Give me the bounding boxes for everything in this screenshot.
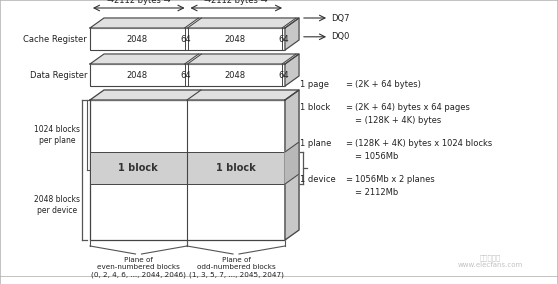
Text: 1 block: 1 block xyxy=(216,163,256,173)
Text: (2K + 64) bytes x 64 pages: (2K + 64) bytes x 64 pages xyxy=(355,103,470,112)
Text: 1056Mb x 2 planes: 1056Mb x 2 planes xyxy=(355,175,435,184)
Bar xyxy=(90,100,285,240)
Text: = 1056Mb: = 1056Mb xyxy=(355,152,398,161)
Text: Cache Register: Cache Register xyxy=(23,34,87,43)
Text: 1 page: 1 page xyxy=(300,80,329,89)
Text: (2K + 64 bytes): (2K + 64 bytes) xyxy=(355,80,421,89)
Text: = (128K + 4K) bytes: = (128K + 4K) bytes xyxy=(355,116,441,125)
Text: →2112 bytes →: →2112 bytes → xyxy=(107,0,171,5)
Text: =: = xyxy=(345,139,352,148)
Polygon shape xyxy=(90,54,299,64)
Text: Plane of
odd-numbered blocks
(1, 3, 5, 7, ..., 2045, 2047): Plane of odd-numbered blocks (1, 3, 5, 7… xyxy=(189,257,283,277)
Text: DQ0: DQ0 xyxy=(331,32,349,41)
Text: 电子发烧友
www.elecfans.com: 电子发烧友 www.elecfans.com xyxy=(458,254,523,268)
Text: 64: 64 xyxy=(278,70,289,80)
Text: DQ7: DQ7 xyxy=(331,14,349,22)
Text: Plane of
even-numbered blocks
(0, 2, 4, 6, ..., 2044, 2046): Plane of even-numbered blocks (0, 2, 4, … xyxy=(90,257,185,277)
Polygon shape xyxy=(285,142,299,184)
Bar xyxy=(187,152,284,184)
Text: 1 plane: 1 plane xyxy=(300,139,331,148)
Text: →2112 bytes →: →2112 bytes → xyxy=(204,0,268,5)
Polygon shape xyxy=(90,90,299,100)
Text: =: = xyxy=(345,103,352,112)
Text: 2048 blocks
per device: 2048 blocks per device xyxy=(34,195,80,215)
Text: 1 device: 1 device xyxy=(300,175,336,184)
Text: 1024 blocks
per plane: 1024 blocks per plane xyxy=(34,125,80,145)
Polygon shape xyxy=(285,54,299,86)
Bar xyxy=(90,28,285,50)
Text: 2048: 2048 xyxy=(127,70,148,80)
Text: =: = xyxy=(345,80,352,89)
Text: Data Register: Data Register xyxy=(30,70,87,80)
Text: 2048: 2048 xyxy=(127,34,148,43)
Polygon shape xyxy=(285,18,299,50)
Text: = 2112Mb: = 2112Mb xyxy=(355,188,398,197)
Text: 64: 64 xyxy=(181,70,191,80)
Polygon shape xyxy=(90,18,299,28)
Text: 2048: 2048 xyxy=(224,70,246,80)
Bar xyxy=(90,64,285,86)
Text: 2048: 2048 xyxy=(224,34,246,43)
Text: 1 block: 1 block xyxy=(118,163,158,173)
Text: 64: 64 xyxy=(181,34,191,43)
Text: 1 block: 1 block xyxy=(300,103,330,112)
Bar xyxy=(90,152,187,184)
Text: (128K + 4K) bytes x 1024 blocks: (128K + 4K) bytes x 1024 blocks xyxy=(355,139,492,148)
Text: =: = xyxy=(345,175,352,184)
Polygon shape xyxy=(285,90,299,240)
Text: 64: 64 xyxy=(278,34,289,43)
